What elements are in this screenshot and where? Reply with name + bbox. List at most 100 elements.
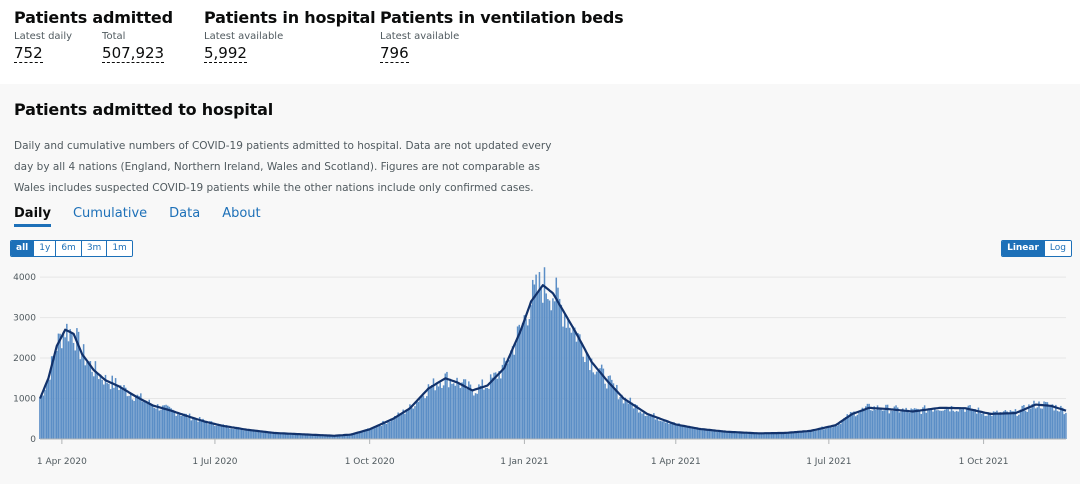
bar (706, 429, 709, 439)
bar (230, 428, 233, 439)
metric-value[interactable]: 507,923 (102, 44, 165, 63)
bar (94, 361, 97, 439)
bar (47, 377, 50, 439)
tab-daily[interactable]: Daily (14, 206, 51, 227)
scale-log-button[interactable]: Log (1043, 241, 1071, 256)
x-tick-label: 1 Oct 2021 (959, 457, 1009, 467)
bar (802, 430, 805, 439)
metric-value[interactable]: 5,992 (204, 44, 247, 63)
metric-label: Latest available (380, 31, 460, 42)
bar (612, 383, 615, 439)
metric-latest-daily: Latest daily 752 (14, 31, 72, 63)
bar (567, 318, 569, 439)
bar (42, 395, 45, 439)
range-6m-button[interactable]: 6m (55, 241, 81, 256)
bar (811, 429, 813, 439)
bar (700, 428, 702, 439)
bar (668, 423, 670, 439)
stat-title: Patients in ventilation beds (380, 8, 624, 27)
bar (309, 434, 312, 439)
bar (163, 405, 166, 439)
bar (658, 420, 660, 439)
bar (316, 434, 319, 439)
bar (1038, 401, 1040, 439)
bar (168, 406, 171, 439)
range-1y-button[interactable]: 1y (33, 241, 56, 256)
bar (843, 418, 845, 439)
bar (483, 389, 485, 439)
bar (595, 371, 598, 439)
bar (597, 370, 600, 439)
metric-value[interactable]: 752 (14, 44, 43, 63)
tab-data[interactable]: Data (169, 206, 201, 221)
bar (928, 409, 931, 439)
bar (787, 431, 790, 439)
bar (814, 431, 817, 439)
stat-title: Patients in hospital (204, 8, 376, 27)
bar (178, 414, 181, 439)
range-3m-button[interactable]: 3m (80, 241, 107, 256)
bar (537, 292, 539, 439)
bar (469, 384, 472, 439)
bar (570, 332, 573, 439)
x-tick-label: 1 Jul 2020 (192, 457, 237, 467)
bar (885, 404, 887, 439)
bar (1033, 400, 1035, 439)
bar (1013, 411, 1015, 439)
bar (338, 435, 341, 439)
bar (669, 422, 672, 439)
bar (304, 434, 307, 439)
headline-stats: Patients admitted Latest daily 752 Total… (0, 0, 1080, 84)
bar (511, 346, 514, 439)
bar (602, 368, 605, 439)
range-all-button[interactable]: all (11, 241, 34, 256)
bar (688, 425, 690, 439)
bar (399, 413, 401, 439)
bar (106, 383, 108, 439)
bar (579, 334, 581, 439)
bar (738, 432, 741, 439)
x-tick-label: 1 Jul 2021 (806, 457, 851, 467)
bar (799, 431, 801, 439)
bar (725, 431, 727, 439)
metric-label: Total (102, 31, 126, 42)
bar (49, 379, 51, 439)
bar (841, 420, 843, 439)
bar (74, 350, 76, 439)
bar (390, 418, 393, 439)
range-1m-button[interactable]: 1m (106, 241, 132, 256)
bar (870, 410, 872, 439)
bar (456, 377, 458, 439)
scale-selector: Linear Log (1001, 240, 1072, 257)
bar (594, 374, 596, 439)
bar (912, 409, 914, 439)
bar (1055, 404, 1057, 439)
bar (333, 435, 336, 439)
bar (530, 305, 532, 439)
tab-about[interactable]: About (222, 206, 261, 221)
bar (437, 386, 440, 439)
bar (664, 422, 667, 439)
bar (235, 426, 238, 439)
bar (1001, 412, 1003, 439)
bar (419, 398, 421, 439)
bar (264, 432, 267, 439)
bar (156, 404, 159, 439)
bar (716, 431, 719, 439)
bar (86, 362, 88, 439)
tab-cumulative[interactable]: Cumulative (72, 206, 148, 221)
bar (558, 298, 561, 439)
bar (865, 406, 867, 439)
bar (747, 432, 749, 439)
bar (760, 433, 763, 439)
bar (111, 375, 113, 439)
metric-value[interactable]: 796 (380, 44, 409, 63)
scale-linear-button[interactable]: Linear (1002, 241, 1044, 256)
bar (378, 425, 381, 439)
bar (434, 390, 436, 439)
bar (328, 435, 330, 439)
bar (271, 433, 273, 439)
bar (555, 277, 558, 439)
bar (535, 274, 537, 439)
bar (357, 432, 359, 439)
